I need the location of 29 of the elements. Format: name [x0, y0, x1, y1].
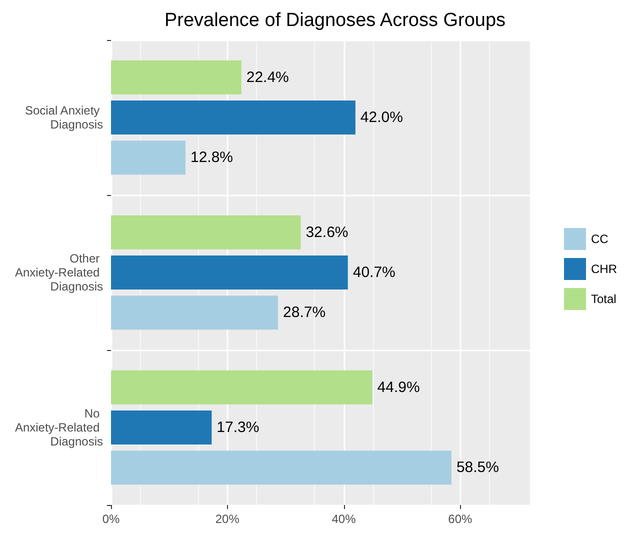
legend-label: CHR — [591, 262, 618, 276]
legend-label: CC — [591, 232, 609, 246]
legend-label: Total — [591, 292, 616, 306]
x-tick-label: 20% — [215, 512, 240, 526]
data-label: 42.0% — [360, 109, 403, 126]
data-label: 58.5% — [456, 459, 499, 476]
data-label: 28.7% — [283, 304, 326, 322]
bar — [111, 100, 356, 134]
data-label: 44.9% — [377, 378, 420, 396]
bar — [111, 410, 212, 444]
y-tick-label: No Anxiety-Related Diagnosis — [14, 406, 103, 448]
bar — [111, 256, 348, 290]
bar — [111, 60, 242, 94]
data-label: 22.4% — [246, 68, 289, 86]
chart-title: Prevalence of Diagnoses Across Groups — [164, 10, 506, 31]
data-label: 12.8% — [190, 149, 234, 166]
x-tick-label: 0% — [102, 512, 120, 526]
data-label: 17.3% — [216, 419, 260, 436]
data-label: 40.7% — [352, 264, 396, 281]
bar — [111, 370, 372, 404]
bar — [111, 296, 278, 330]
bar — [111, 140, 186, 175]
data-label: 32.6% — [306, 224, 348, 241]
x-tick-label: 40% — [332, 512, 356, 526]
bar — [111, 450, 452, 485]
y-tick-label: Social Anxiety Diagnosis — [24, 104, 103, 132]
bar — [111, 215, 301, 250]
y-tick-label: Other Anxiety-Related Diagnosis — [14, 252, 103, 294]
x-tick-label: 60% — [448, 512, 472, 526]
